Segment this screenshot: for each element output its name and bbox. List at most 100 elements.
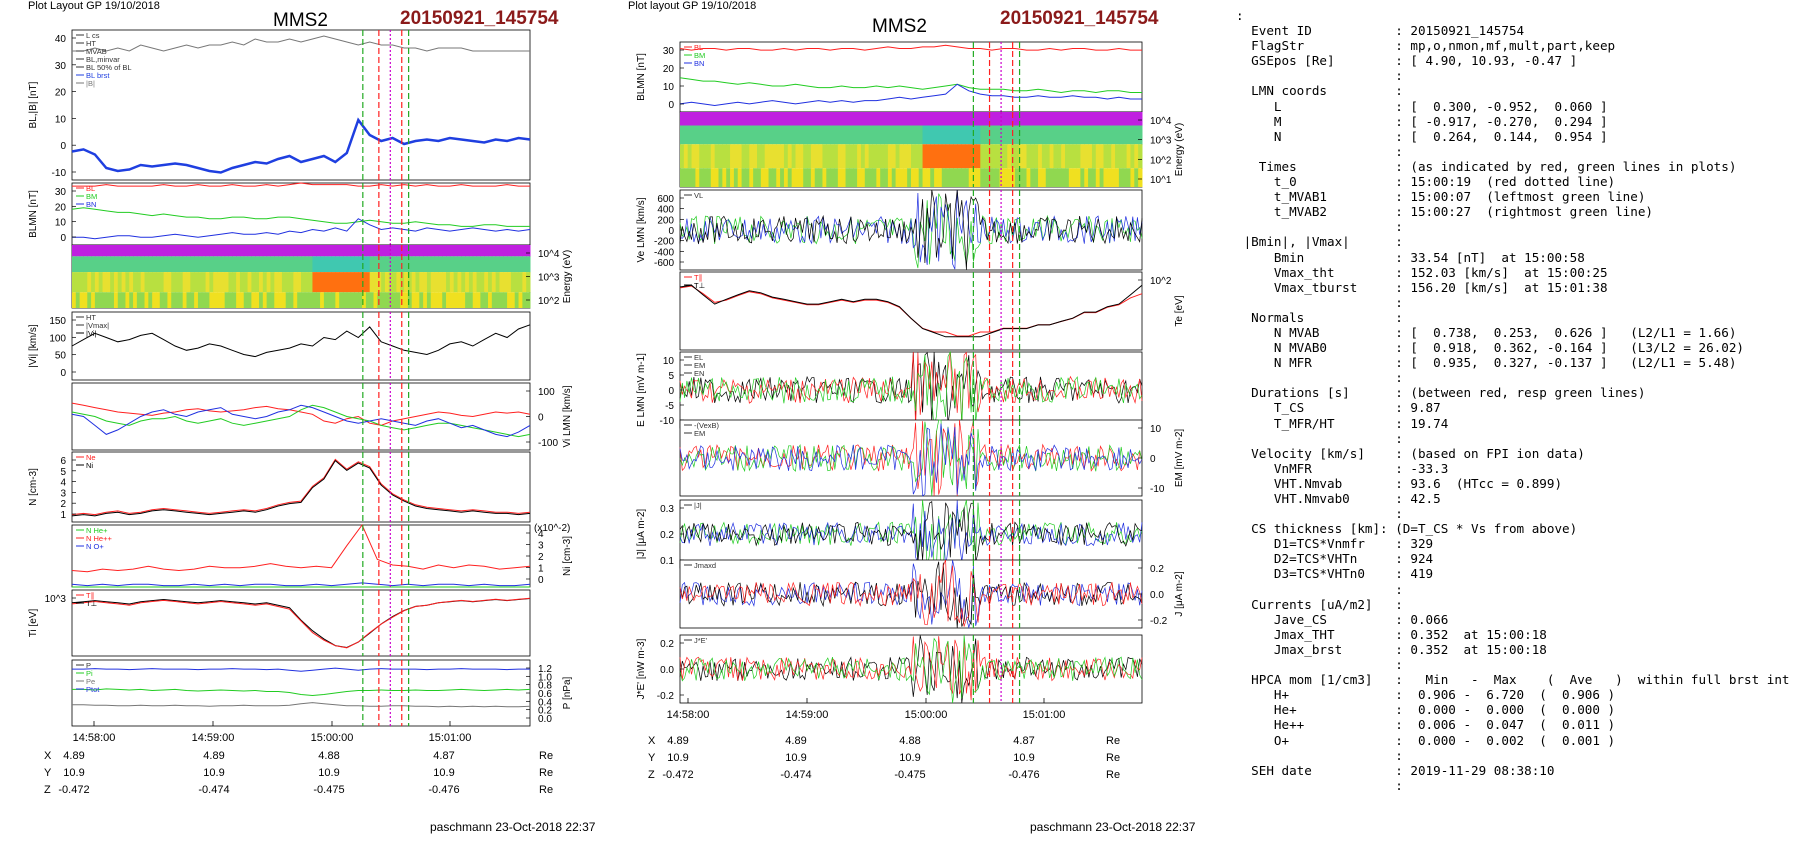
spectrogram-cell (499, 245, 504, 257)
spectrogram-cell (262, 256, 268, 273)
spectrogram-cell (251, 292, 256, 308)
spectrogram-cell (803, 168, 808, 187)
y-tick-label: 10 (1150, 424, 1162, 435)
pos-unit: Re (1106, 752, 1121, 764)
spectrogram-cell (316, 272, 321, 293)
pos-value: 10.9 (318, 767, 340, 779)
spectrogram-cell (465, 245, 470, 257)
y-axis-label: BL,|B| [nT] (28, 81, 39, 128)
spectrogram-cell (818, 144, 823, 169)
series-line (679, 350, 1143, 429)
spectrogram-cell (710, 168, 716, 187)
spectrogram-cell (266, 245, 271, 257)
left-event-title: 20150921_145754 (400, 8, 559, 29)
legend-entry: T⊥ (86, 599, 98, 608)
spectrogram-cell (113, 272, 119, 293)
spectrogram-cell (907, 112, 912, 126)
spectrogram-cell (1026, 144, 1031, 169)
summary-line: CS thickness [km]: (D=T_CS * Vs from abo… (1236, 521, 1578, 537)
y-tick-label: 3 (60, 488, 66, 499)
spectrogram-cell (117, 245, 123, 257)
spectrogram-cell (404, 245, 409, 257)
spectrogram-cell (335, 292, 340, 308)
pos-value: 4.89 (785, 735, 807, 747)
panel-frame (71, 29, 531, 181)
spectrogram-cell (205, 245, 210, 257)
spectrogram-cell (289, 292, 294, 308)
spectrogram-cell (895, 125, 900, 145)
spectrogram-cell (98, 272, 104, 293)
spectrogram-cell (339, 245, 344, 257)
spectrogram-cell (941, 144, 947, 169)
spectrogram-cell (757, 144, 762, 169)
spectrogram-cell (899, 168, 904, 187)
spectrogram-cell (83, 272, 88, 293)
spectrogram-cell (301, 292, 306, 308)
spectrogram-cell (243, 272, 249, 293)
pos-unit: Re (1106, 735, 1121, 747)
spectrogram-cell (453, 272, 458, 293)
spectrogram-cell (438, 292, 443, 308)
spectrogram-cell (396, 272, 401, 293)
spectrogram-cell (737, 168, 743, 187)
spectrogram-cell (472, 245, 478, 257)
chart-panel-1: 40 30 20 10 0 -10 BL,|B| [nT] L csHTMVABBL,minv… (28, 29, 531, 181)
spectrogram-cell (468, 256, 474, 273)
spectrogram-cell (308, 256, 313, 273)
spectrogram-cell (941, 112, 947, 126)
spectrogram-cell (814, 144, 820, 169)
spectrogram-cell (270, 245, 275, 257)
spectrogram-cell (903, 125, 908, 145)
legend-entry: EM (694, 361, 705, 370)
y-tick-label: 0 (668, 226, 674, 237)
y-tick-label: 0 (1150, 454, 1156, 465)
spectrogram-cell (301, 256, 306, 273)
spectrogram-cell (453, 256, 458, 273)
spectrogram-cell (400, 292, 405, 308)
spectrogram-cell (457, 292, 462, 308)
spectrogram-cell (737, 144, 743, 169)
spectrogram-cell (826, 125, 831, 145)
spectrogram-cell (201, 292, 207, 308)
spectrogram-cell (945, 168, 950, 187)
legend-entry: BL brst (86, 71, 110, 80)
spectrogram-cell (461, 245, 466, 257)
spectrogram-cell (730, 168, 735, 187)
spectrogram-cell (687, 144, 693, 169)
spectrogram-cell (194, 292, 199, 308)
spectrogram-cell (1134, 112, 1139, 126)
spectrogram-cell (1003, 112, 1008, 126)
spectrogram-cell (1022, 144, 1027, 169)
spectrogram-cell (826, 112, 831, 126)
spectrogram-cell (791, 112, 796, 126)
summary-line: VHT.Nmvab0 : 42.5 (1236, 491, 1441, 506)
spectrogram-cell (887, 168, 893, 187)
spectrogram-cell (205, 292, 210, 308)
spectrogram-cell (1138, 168, 1143, 187)
spectrogram-cell (995, 168, 1001, 187)
spectrogram-cell (213, 256, 218, 273)
series-line (72, 218, 531, 240)
spectrogram-cell (980, 125, 985, 145)
spectrogram-cell (304, 292, 310, 308)
y-tick-label: 20 (663, 64, 675, 75)
spectrogram-cell (468, 272, 474, 293)
y-axis-label: E LMN [mV m-1] (636, 353, 647, 427)
spectrogram-cell (113, 292, 119, 308)
pos-unit: Re (539, 750, 554, 762)
spectrogram-cell (491, 272, 497, 293)
spectrogram-cell (1095, 144, 1101, 169)
spectrogram-cell (749, 112, 754, 126)
spectrogram-cell (914, 168, 920, 187)
spectrogram-cell (1041, 168, 1047, 187)
spectrogram-cell (891, 168, 897, 187)
spectrogram-cell (911, 168, 916, 187)
spectrogram-cell (358, 272, 363, 293)
spectrogram-cell (381, 245, 386, 257)
spectrogram-cell (190, 256, 195, 273)
summary-line: : (1236, 506, 1403, 522)
spectrogram-cell (1053, 168, 1058, 187)
spectrogram-cell (695, 112, 700, 126)
spectrogram-cell (776, 112, 781, 126)
spectrogram-cell (1076, 144, 1081, 169)
